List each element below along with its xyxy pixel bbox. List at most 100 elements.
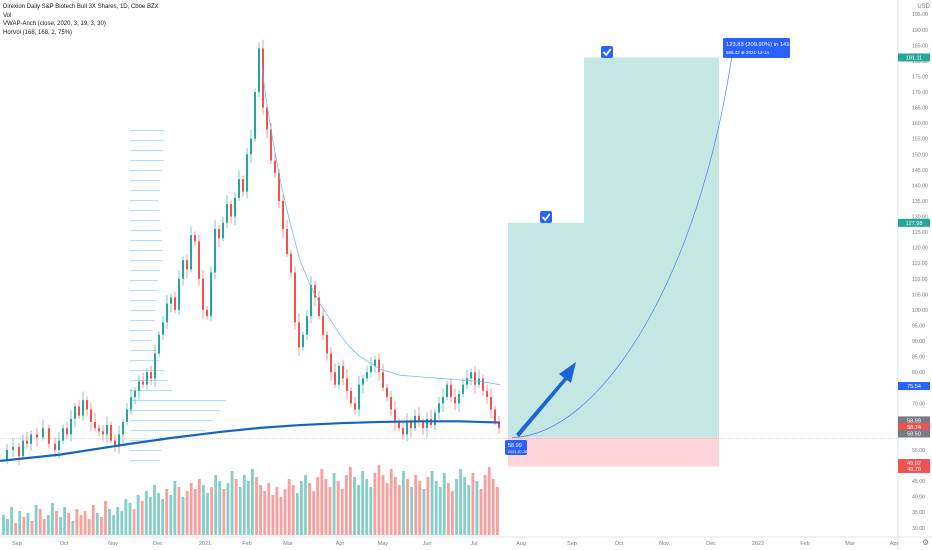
volume-profile-bar: [130, 430, 206, 432]
candle-body: [182, 260, 184, 279]
volume-bar: [189, 483, 193, 535]
y-tick-label: 175.00: [912, 74, 928, 80]
price-axis-label: 58.74: [907, 425, 921, 431]
volume-bar: [202, 485, 205, 535]
volume-bar: [373, 473, 377, 535]
y-tick-label: 185.00: [912, 43, 928, 49]
candle-body: [48, 428, 50, 444]
volume-profile-bar: [130, 140, 164, 142]
x-tick-label: Apr: [890, 541, 899, 547]
candle-body: [382, 372, 384, 388]
gear-icon[interactable]: ⚙: [921, 538, 929, 547]
volume-bar: [304, 475, 307, 535]
y-tick-label: 145.00: [912, 168, 928, 174]
x-tick-label: 2022: [752, 541, 764, 547]
candle-body: [386, 387, 388, 398]
volume-bar: [55, 511, 58, 535]
price-axis-label-bg: [898, 416, 930, 425]
volume-bar: [218, 481, 222, 535]
volume-bar: [308, 483, 312, 535]
volume-bar: [99, 517, 103, 535]
candle-body: [218, 228, 220, 239]
indicator-vwap[interactable]: VWAP-Anch (close, 2020, 3, 19, 3, 30): [3, 21, 106, 27]
candle-body: [186, 260, 188, 270]
symbol-title[interactable]: Direxion Daily S&P Biotech Bull 3X Share…: [3, 4, 159, 10]
volume-profile-bar: [130, 240, 162, 242]
price-axis-label-bg: [898, 459, 930, 468]
candle-body: [390, 397, 392, 410]
candle-body: [58, 440, 60, 450]
candle-body: [36, 434, 38, 438]
volume-bar: [169, 495, 173, 535]
volume-bar: [42, 519, 46, 535]
candle-body: [262, 48, 264, 108]
y-tick-label: 95.00: [912, 323, 925, 329]
candle-body: [230, 204, 232, 217]
price-axis-label-bg: [898, 218, 930, 227]
candle-body: [94, 421, 96, 429]
volume-bar: [442, 473, 446, 535]
volume-bar: [6, 519, 9, 535]
y-tick-label: 80.00: [912, 370, 925, 376]
candle-body: [458, 393, 460, 404]
volume-bar: [120, 511, 124, 535]
candle-body: [498, 421, 500, 429]
volume-bar: [108, 509, 111, 535]
y-tick-label: 140.00: [912, 183, 928, 189]
candle-body: [130, 397, 132, 410]
volume-bar: [91, 505, 95, 535]
candle-body: [450, 384, 452, 398]
y-tick-label: 170.00: [912, 90, 928, 96]
candle-body: [74, 406, 76, 419]
candle-body: [306, 316, 308, 335]
check-icon-1: [542, 213, 551, 222]
volume-bar: [316, 477, 320, 535]
candle-body: [406, 421, 408, 435]
candle-body: [422, 421, 424, 429]
candle-body: [150, 372, 152, 379]
volume-bar: [251, 469, 254, 535]
indicator-horvol[interactable]: HorVol (168, 168, 2, 75%): [3, 29, 73, 36]
y-tick-label: 150.00: [912, 152, 928, 158]
volume-bar: [414, 475, 418, 535]
x-tick-label: Mar: [845, 541, 855, 547]
indicator-vol[interactable]: Vol: [3, 12, 12, 19]
volume-profile-bar: [130, 350, 157, 352]
candle-body: [174, 297, 176, 310]
volume-bar: [471, 473, 475, 535]
x-tick-label: May: [378, 541, 389, 547]
volume-bar: [361, 471, 365, 535]
volume-bar: [193, 489, 197, 535]
candle-body: [234, 197, 236, 217]
y-tick-label: 30.00: [912, 526, 925, 532]
vwap-line: [0, 420, 501, 462]
volume-profile-bar: [130, 260, 162, 262]
volume-bar: [104, 501, 107, 535]
candle-body: [250, 138, 252, 155]
price-axis-label: 49.92: [907, 461, 921, 467]
candle-body: [338, 365, 340, 385]
currency-label[interactable]: USD: [917, 4, 930, 10]
y-tick-label: 120.00: [912, 246, 928, 252]
candle-body: [106, 425, 108, 435]
candle-body: [446, 384, 448, 398]
y-tick-label: 110.00: [912, 277, 928, 283]
candle-body: [242, 179, 244, 192]
volume-bar: [181, 497, 185, 535]
volume-profile-bar: [130, 220, 161, 222]
volume-bar: [246, 481, 250, 535]
volume-profile-bar: [130, 270, 160, 272]
candle-body: [170, 297, 172, 304]
candle-body: [290, 253, 292, 273]
candle-body: [334, 372, 336, 385]
volume-bar: [299, 481, 303, 535]
x-tick-label: Oct: [615, 541, 624, 547]
volume-bar: [173, 481, 177, 535]
candle-body: [486, 390, 488, 398]
volume-bar: [67, 513, 71, 535]
projection-curve: [511, 48, 734, 438]
candle-body: [454, 397, 456, 404]
price-axis-label-bg: [898, 53, 930, 62]
volume-bar: [487, 467, 491, 535]
